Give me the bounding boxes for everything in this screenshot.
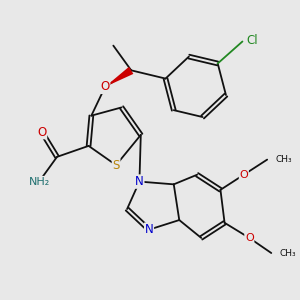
Text: O: O [245, 233, 254, 243]
Text: S: S [112, 159, 120, 172]
Text: CH₃: CH₃ [275, 155, 292, 164]
Text: O: O [100, 80, 110, 93]
Text: Cl: Cl [246, 34, 258, 46]
Polygon shape [105, 67, 134, 87]
Text: N: N [145, 223, 153, 236]
Text: N: N [135, 175, 144, 188]
Text: O: O [37, 126, 46, 139]
Text: CH₃: CH₃ [280, 248, 296, 257]
Text: O: O [239, 170, 248, 180]
Text: NH₂: NH₂ [28, 177, 50, 187]
